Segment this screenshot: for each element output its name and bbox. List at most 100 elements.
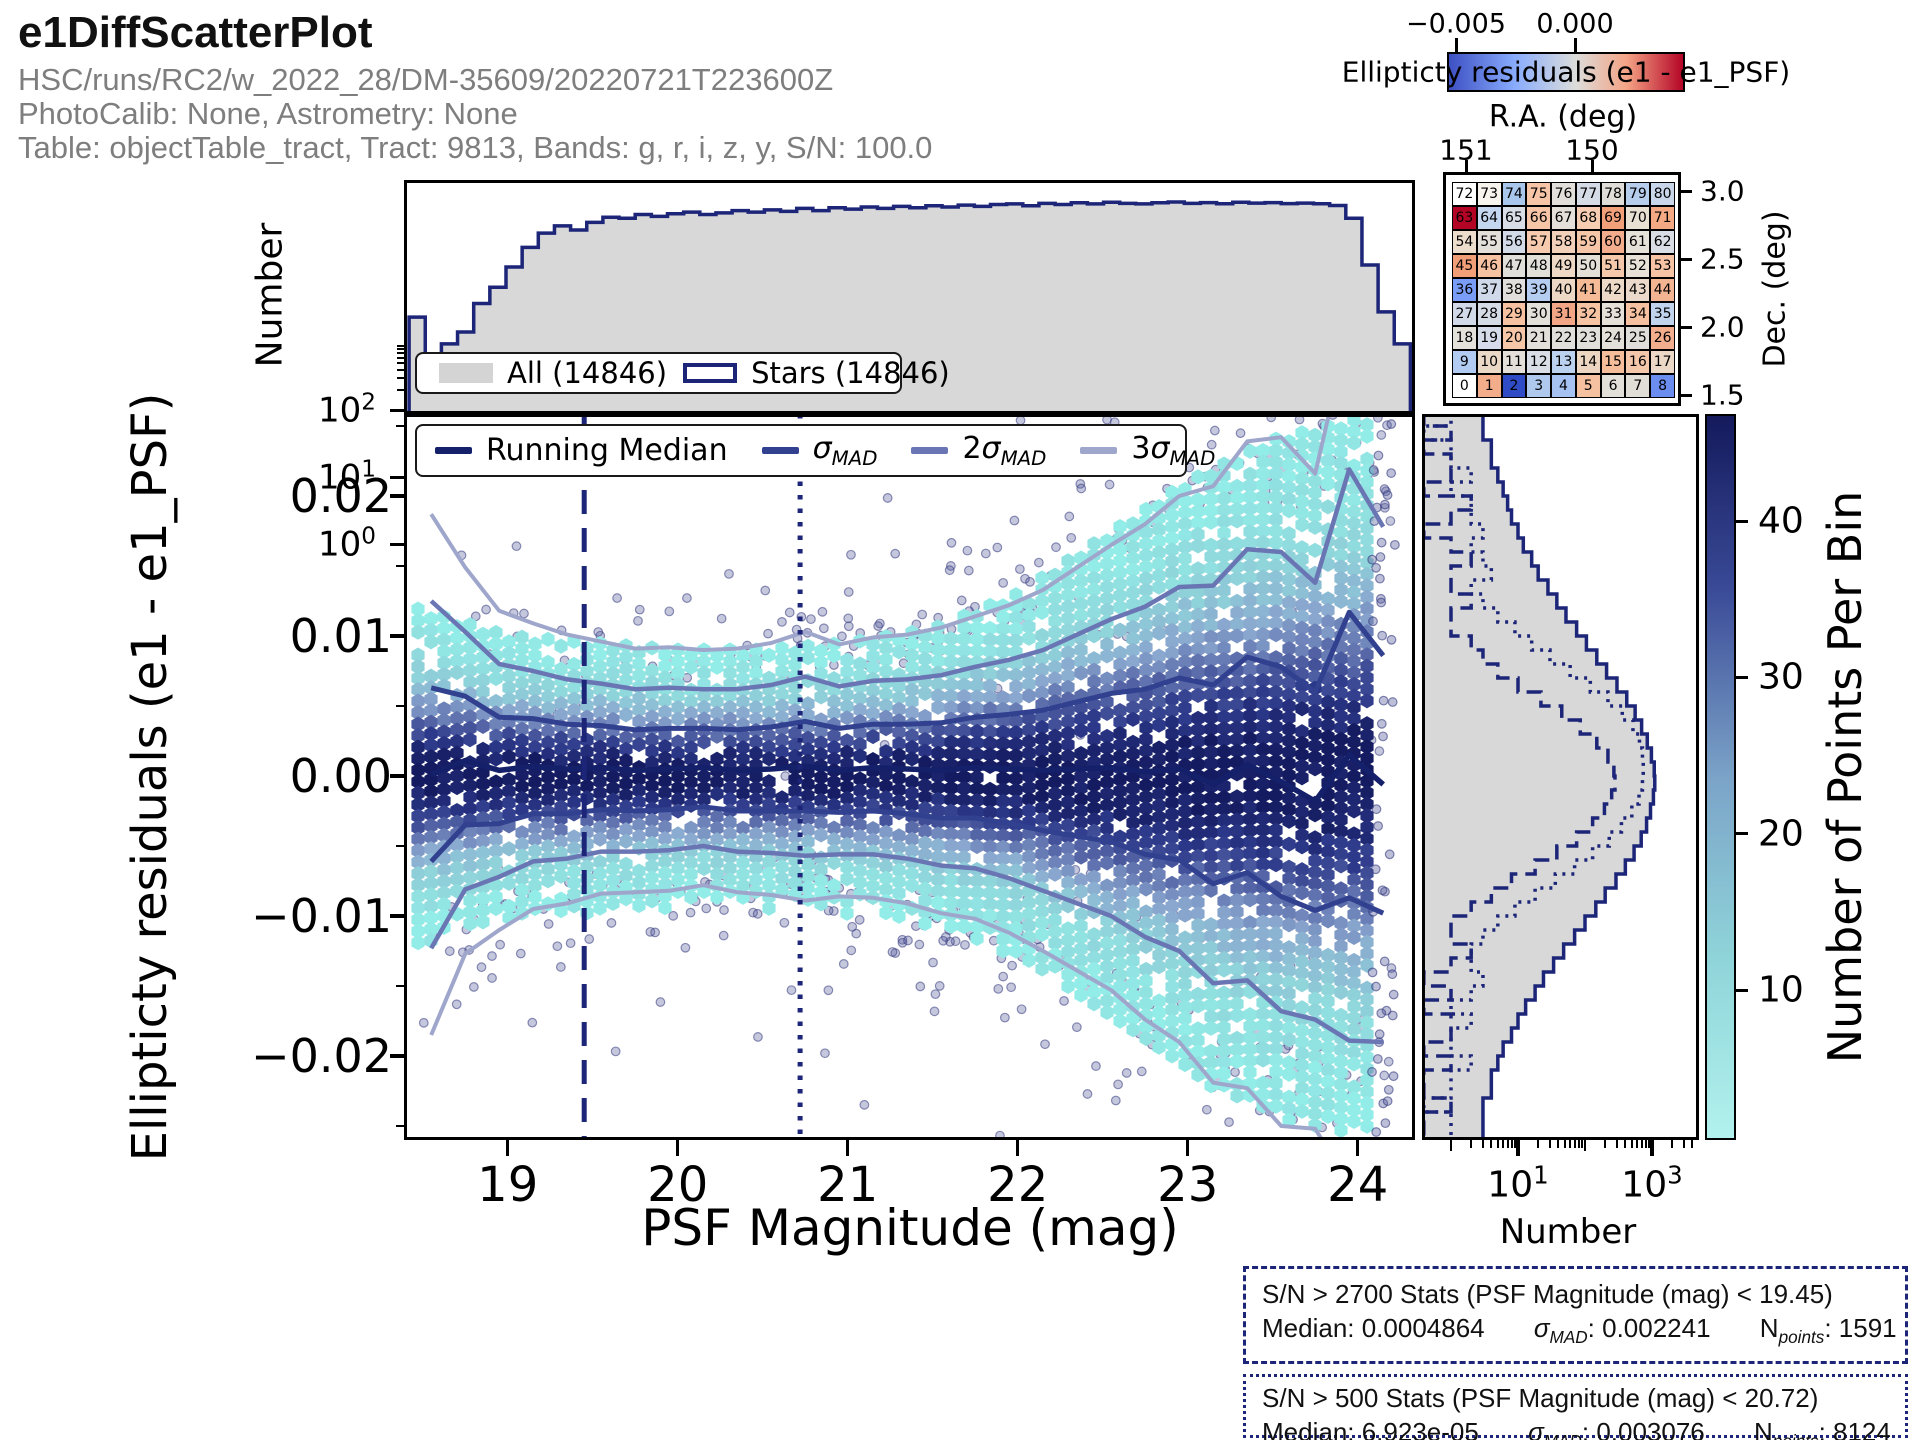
sky-grid-cell: 16 [1625, 350, 1651, 374]
sky-map-dec-tick [1681, 325, 1692, 329]
sky-grid-cell: 22 [1551, 326, 1576, 350]
sky-grid-cell: 79 [1625, 182, 1651, 206]
right-hist-x-minor-tick [1624, 1140, 1627, 1148]
top-hist-y-minor-tick [397, 388, 404, 391]
right-hist-x-minor-tick [1636, 1140, 1639, 1148]
sky-grid-cell: 7 [1625, 374, 1651, 398]
sigma3-line-swatch [1080, 447, 1118, 454]
x-axis-tick [845, 1140, 850, 1156]
right-hist-x-minor-tick [1640, 1140, 1643, 1148]
sky-grid-cell: 13 [1551, 350, 1576, 374]
sky-grid-cell: 40 [1551, 278, 1576, 302]
all-swatch [439, 363, 493, 383]
sky-grid-cell: 59 [1575, 230, 1601, 254]
sky-grid-cell: 48 [1526, 254, 1552, 278]
sky-grid-cell: 18 [1452, 326, 1477, 350]
right-hist-x-minor-tick [1580, 1140, 1583, 1148]
sky-grid-cell: 5 [1575, 374, 1601, 398]
sky-grid-cell: 19 [1476, 326, 1502, 350]
right-hist-x-tick [1516, 1140, 1520, 1156]
sky-grid-cell: 25 [1625, 326, 1651, 350]
x-tick-label: 22 [987, 1157, 1049, 1213]
header-table-line: Table: objectTable_tract, Tract: 9813, B… [18, 130, 933, 165]
sky-grid-cell: 58 [1551, 230, 1576, 254]
x-axis-tick [1185, 1140, 1190, 1156]
right-hist-x-tick-label: 101 [1487, 1160, 1549, 1206]
top-hist-y-minor-tick [397, 377, 404, 380]
sky-map-dec-tick-label: 1.5 [1700, 378, 1745, 412]
header-run-line: HSC/runs/RC2/w_2022_28/DM-35609/20220721… [18, 62, 834, 97]
sky-grid-cell: 39 [1526, 278, 1552, 302]
sky-grid-cell: 71 [1650, 206, 1675, 230]
right-hist-x-minor-tick [1615, 1140, 1618, 1148]
x-tick-label: 20 [647, 1157, 709, 1213]
sky-map-dec-tick [1681, 257, 1692, 261]
y-axis-minor-tick [396, 1125, 404, 1127]
stats-box-snr2700-title: S/N > 2700 Stats (PSF Magnitude (mag) < … [1262, 1279, 1833, 1309]
right-hist-x-decade-tick [1583, 1140, 1587, 1151]
x-tick-label: 24 [1327, 1157, 1389, 1213]
right-hist-x-minor-tick [1481, 1140, 1484, 1148]
density-colorbar-tick [1735, 675, 1748, 679]
stats-box-snr500-title: S/N > 500 Stats (PSF Magnitude (mag) < 2… [1262, 1383, 1819, 1413]
sky-grid-cell: 56 [1501, 230, 1527, 254]
y-axis-tick [390, 1054, 404, 1058]
y-axis-minor-tick [396, 985, 404, 987]
stats-box-snr500: S/N > 500 Stats (PSF Magnitude (mag) < 2… [1243, 1374, 1908, 1440]
sky-grid-cell: 36 [1452, 278, 1477, 302]
density-colorbar-label: Number of Points Per Bin [1818, 490, 1872, 1064]
sky-grid-cell: 2 [1501, 374, 1527, 398]
top-hist-y-minor-tick [397, 348, 404, 351]
top-hist-y-minor-tick [397, 368, 404, 371]
sky-grid-cell: 8 [1650, 374, 1675, 398]
sky-grid-cell: 66 [1526, 206, 1552, 230]
right-hist-x-minor-tick [1557, 1140, 1560, 1148]
sky-grid-cell: 33 [1600, 302, 1626, 326]
top-hist-y-tick [390, 542, 404, 546]
main-ylabel: Ellipticty residuals (e1 - e1_PSF) [122, 392, 178, 1162]
legend-sigma3-label: 3σMAD [1131, 431, 1216, 470]
sky-map-dec-tick [1681, 393, 1692, 397]
y-axis-minor-tick [396, 845, 404, 847]
sky-grid-cell: 47 [1501, 254, 1527, 278]
sky-grid-cell: 75 [1526, 182, 1552, 206]
stats-box-snr2700-values: Median: 0.0004864 σMAD: 0.002241 Npoints… [1262, 1313, 1897, 1348]
density-colorbar-tick-label: 30 [1758, 656, 1804, 698]
sky-grid-cell: 78 [1600, 182, 1626, 206]
sky-map-ra-tick [1464, 160, 1468, 172]
y-axis-minor-tick [396, 705, 404, 707]
sky-grid-cell: 15 [1600, 350, 1626, 374]
sky-grid-cell: 49 [1551, 254, 1576, 278]
sky-grid-cell: 74 [1501, 182, 1527, 206]
top-hist-y-tick-label: 100 [318, 523, 376, 565]
stats-box-snr2700: S/N > 2700 Stats (PSF Magnitude (mag) < … [1243, 1266, 1908, 1364]
sky-map-ra-tick [1590, 160, 1594, 172]
sky-grid-cell: 68 [1575, 206, 1601, 230]
sky-grid-cell: 28 [1476, 302, 1502, 326]
sky-grid-cell: 31 [1551, 302, 1576, 326]
sky-grid-cell: 52 [1625, 254, 1651, 278]
stars-swatch [683, 363, 738, 383]
legend-sigma2-label: 2σMAD [962, 431, 1047, 470]
header-calib-line: PhotoCalib: None, Astrometry: None [18, 96, 518, 131]
density-colorbar-tick-label: 40 [1758, 500, 1804, 542]
y-axis-minor-tick [396, 565, 404, 567]
sky-grid-cell: 77 [1575, 182, 1601, 206]
right-hist-x-minor-tick [1510, 1140, 1513, 1148]
residual-colorbar-label: Ellipticty residuals (e1 - e1_PSF) [1341, 55, 1791, 89]
sky-grid-cell: 10 [1476, 350, 1502, 374]
x-axis-tick [1355, 1140, 1360, 1156]
sky-grid-cell: 64 [1476, 206, 1502, 230]
x-axis-tick [505, 1140, 510, 1156]
sky-grid-cell: 53 [1650, 254, 1675, 278]
right-hist-x-minor-tick [1506, 1140, 1509, 1148]
sky-grid-cell: 46 [1476, 254, 1502, 278]
sigma-line-swatch [761, 447, 799, 454]
right-hist-x-minor-tick [1671, 1140, 1674, 1148]
density-colorbar-tick [1735, 832, 1748, 836]
sky-map-ra-label: R.A. (deg) [1488, 99, 1638, 135]
sky-grid-cell: 65 [1501, 206, 1527, 230]
sky-grid-cell: 9 [1452, 350, 1477, 374]
right-hist-x-decade-tick [1449, 1140, 1453, 1151]
